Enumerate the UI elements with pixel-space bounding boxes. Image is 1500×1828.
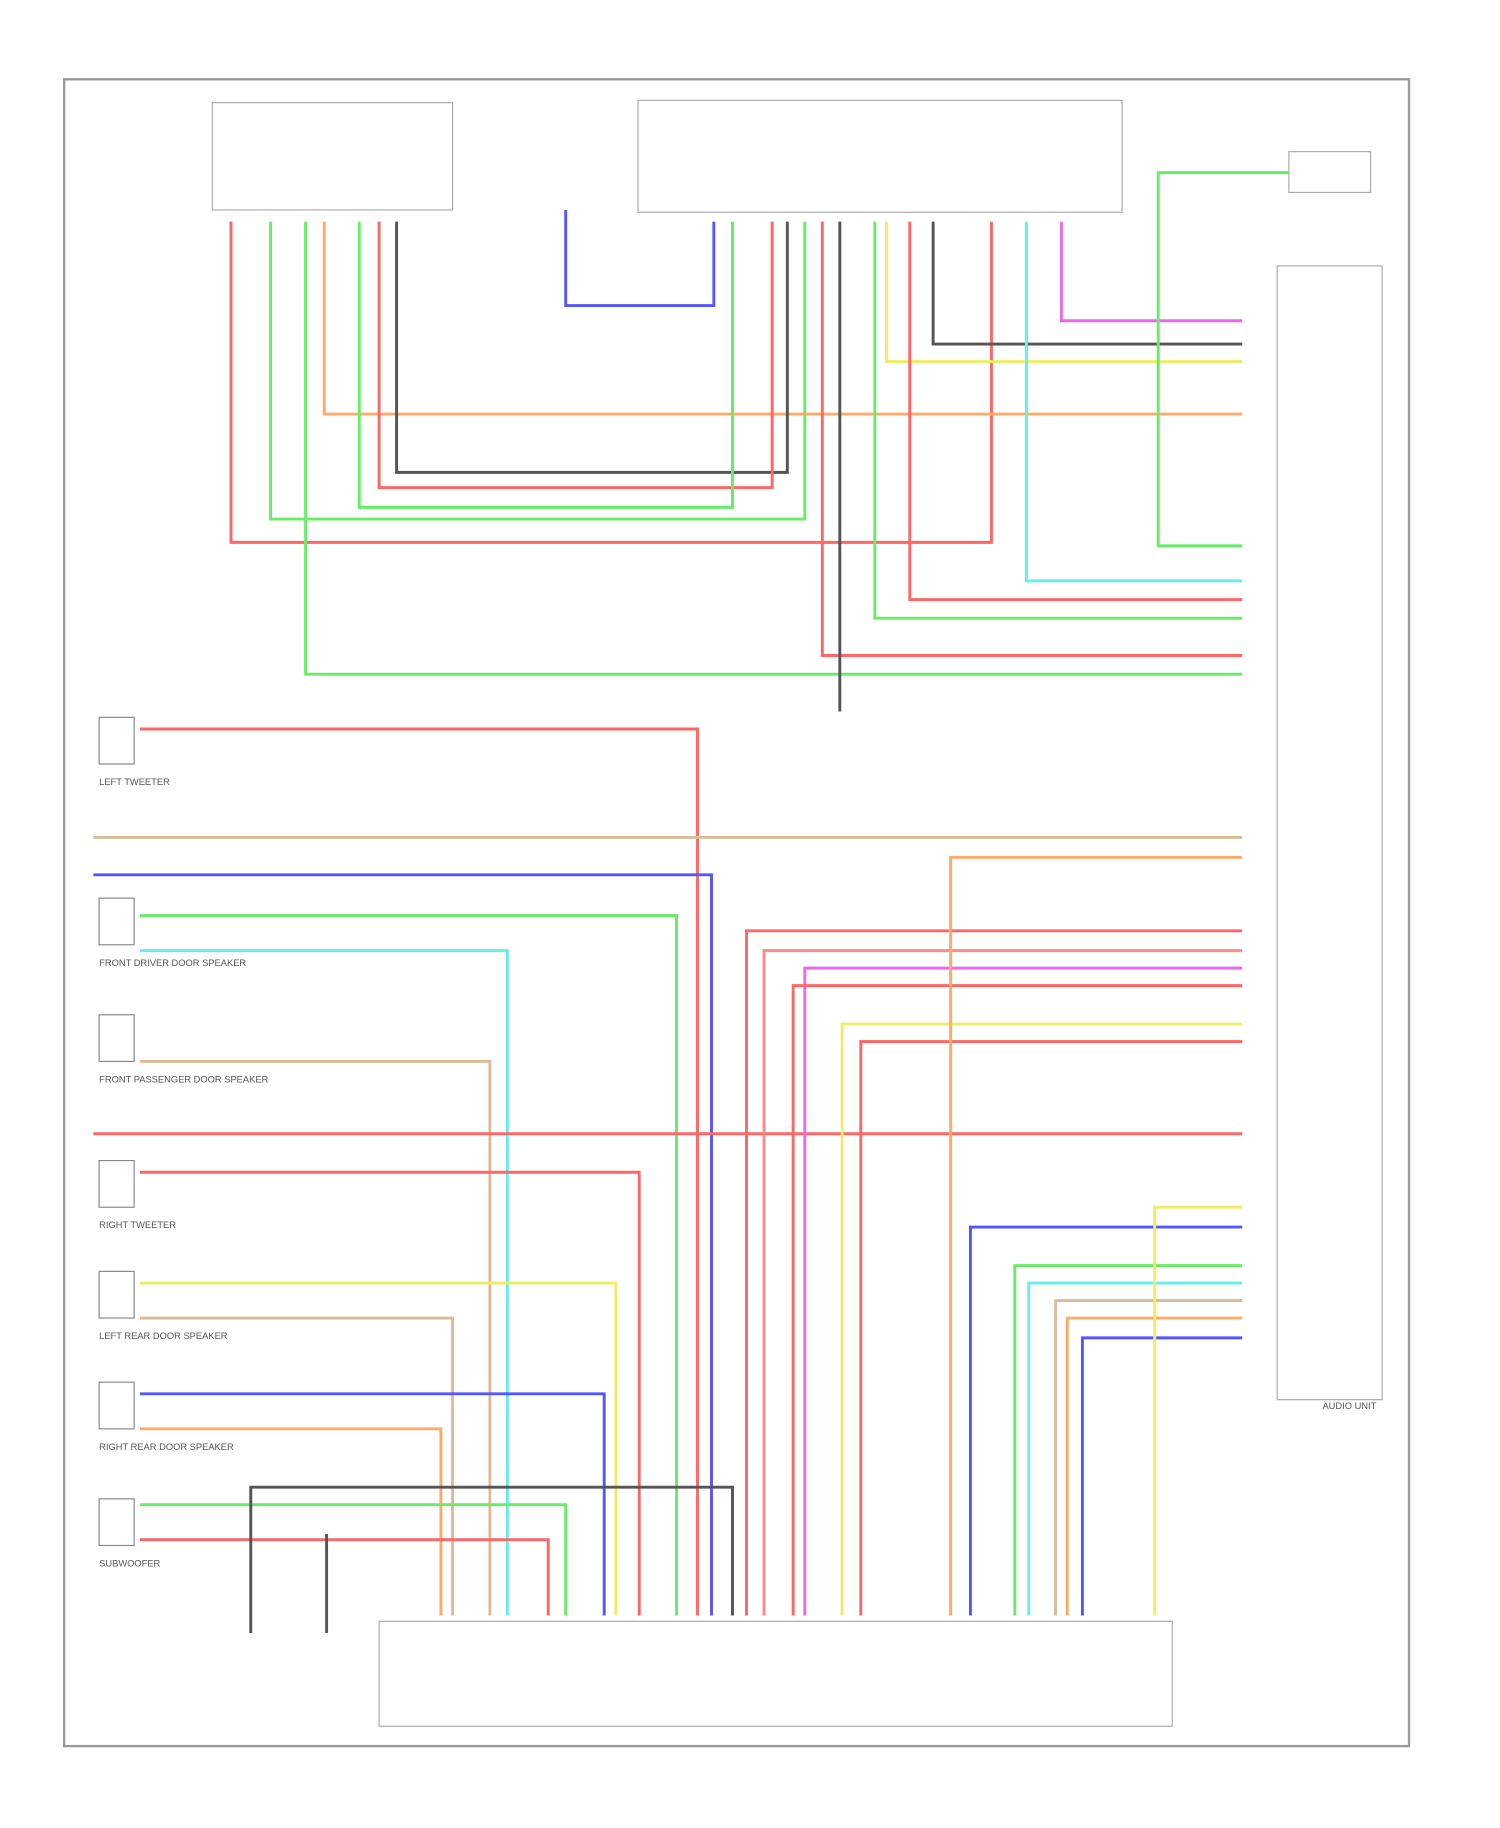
wire [762, 949, 1243, 1616]
wire [1080, 1336, 1243, 1616]
wire [139, 1170, 641, 1616]
wire [1027, 1281, 1243, 1616]
speaker-label: SUBWOOFER [99, 1558, 160, 1568]
wire [1054, 1299, 1243, 1616]
speaker-icon [98, 1014, 135, 1063]
wire [564, 209, 716, 308]
wire [1065, 1316, 1243, 1616]
wire [791, 984, 1243, 1616]
audio-unit-box [1276, 265, 1383, 1401]
wire [859, 1040, 1243, 1616]
wire [139, 914, 678, 1616]
speaker-label: LEFT TWEETER [99, 777, 170, 787]
wire [269, 221, 807, 521]
wire [229, 221, 993, 544]
wire [968, 1225, 1243, 1616]
wire [139, 1538, 550, 1616]
wire [139, 1281, 618, 1616]
wire [139, 1503, 568, 1616]
wire [803, 966, 1243, 1616]
diagram-body: AUDIO UNIT LEFT TWEETER FRONT DRIVER DOOR… [62, 78, 1411, 1748]
wire [139, 1427, 443, 1616]
speaker-icon [98, 1498, 135, 1547]
wire [1059, 221, 1243, 323]
wire [93, 873, 713, 1616]
wire [139, 1059, 492, 1616]
connector-box [1288, 151, 1372, 194]
wire [1013, 1264, 1243, 1616]
wire [1153, 1205, 1243, 1616]
wire [745, 929, 1243, 1616]
wire [1024, 221, 1243, 583]
wire [139, 727, 699, 1616]
connector-box [637, 99, 1123, 213]
wire [395, 221, 789, 474]
wire [377, 221, 774, 490]
speaker-icon [98, 716, 135, 765]
wire [139, 1316, 455, 1616]
wire [949, 855, 1243, 1616]
wire [908, 221, 1243, 601]
speaker-icon [98, 1381, 135, 1430]
speaker-icon [98, 1159, 135, 1208]
frame [62, 78, 1411, 1748]
speaker-label: LEFT REAR DOOR SPEAKER [99, 1331, 228, 1341]
speaker-icon [98, 897, 135, 946]
speaker-label: RIGHT TWEETER [99, 1220, 176, 1230]
connector-box [378, 1620, 1173, 1727]
wire [139, 1392, 606, 1616]
wire [820, 221, 1243, 657]
wire [931, 221, 1243, 346]
wire [1156, 171, 1289, 548]
wire [304, 221, 1243, 676]
wire [357, 221, 734, 509]
audio-unit-label: AUDIO UNIT [1322, 1401, 1376, 1411]
speaker-icon [98, 1270, 135, 1319]
speaker-label: RIGHT REAR DOOR SPEAKER [99, 1442, 234, 1452]
speaker-label: FRONT PASSENGER DOOR SPEAKER [99, 1074, 268, 1084]
connector-box [211, 102, 454, 211]
wire [885, 221, 1243, 364]
wire [873, 221, 1243, 620]
wire [322, 221, 1243, 416]
speaker-label: FRONT DRIVER DOOR SPEAKER [99, 958, 246, 968]
wire [249, 1485, 734, 1633]
wire [840, 1022, 1243, 1616]
